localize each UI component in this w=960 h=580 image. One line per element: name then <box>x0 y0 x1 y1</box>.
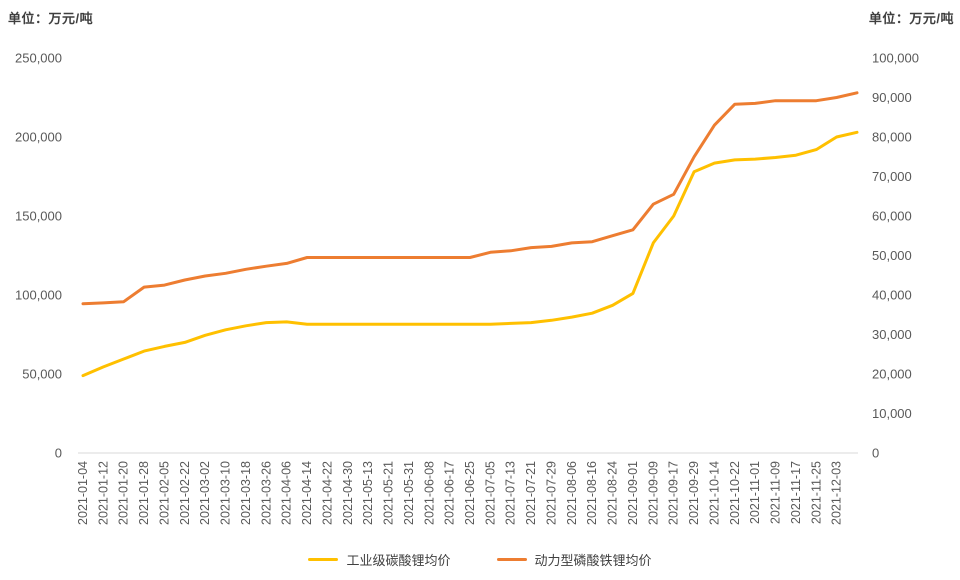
x-axis-label: 2021-02-22 <box>178 461 192 525</box>
x-axis-label: 2021-08-06 <box>565 461 579 525</box>
x-axis-label: 2021-09-17 <box>667 461 681 525</box>
x-axis-label: 2021-09-09 <box>646 461 660 525</box>
x-axis-label: 2021-05-21 <box>382 461 396 525</box>
legend-item-industrial-lithium-carbonate[interactable]: 工业级碳酸锂均价 <box>308 550 451 569</box>
x-axis-label: 2021-09-01 <box>626 461 640 525</box>
x-axis-label: 2021-06-08 <box>422 461 436 525</box>
x-axis-label: 2021-12-03 <box>830 461 844 525</box>
x-axis-label: 2021-02-05 <box>157 461 171 525</box>
x-axis-label: 2021-04-14 <box>300 461 314 525</box>
x-axis-label: 2021-01-20 <box>117 461 131 525</box>
x-axis-label: 2021-01-04 <box>76 461 90 525</box>
right-axis-tick-label: 60,000 <box>872 209 912 224</box>
left-axis-tick-label: 0 <box>55 446 62 461</box>
x-axis-label: 2021-09-29 <box>687 461 701 525</box>
x-axis-label: 2021-03-26 <box>259 461 273 525</box>
x-axis-label: 2021-03-10 <box>219 461 233 525</box>
right-axis-tick-label: 20,000 <box>872 367 912 382</box>
left-axis-tick-label: 100,000 <box>15 288 62 303</box>
right-axis-tick-label: 0 <box>872 446 879 461</box>
legend-label: 动力型磷酸铁锂均价 <box>534 553 652 568</box>
x-axis-label: 2021-04-06 <box>280 461 294 525</box>
left-axis-tick-label: 50,000 <box>22 367 62 382</box>
series-line-power-lfp <box>81 91 859 306</box>
x-axis-label: 2021-01-12 <box>96 461 110 525</box>
left-axis-unit-label: 单位：万元/吨 <box>8 11 94 26</box>
right-axis-tick-label: 30,000 <box>872 327 912 342</box>
right-axis-tick-label: 70,000 <box>872 169 912 184</box>
legend-item-power-lfp[interactable]: 动力型磷酸铁锂均价 <box>496 550 652 569</box>
x-axis-label: 2021-06-25 <box>463 461 477 525</box>
right-axis-tick-label: 50,000 <box>872 248 912 263</box>
x-axis-label: 2021-06-17 <box>443 461 457 525</box>
x-axis-label: 2021-07-13 <box>504 461 518 525</box>
left-axis-tick-label: 250,000 <box>15 51 62 66</box>
x-axis-label: 2021-11-01 <box>748 461 762 524</box>
x-axis-label: 2021-01-28 <box>137 461 151 525</box>
x-axis-label: 2021-03-02 <box>198 461 212 525</box>
right-axis-tick-label: 90,000 <box>872 90 912 105</box>
chart-legend: 工业级碳酸锂均价 动力型磷酸铁锂均价 <box>0 550 960 569</box>
x-axis-label: 2021-08-16 <box>585 461 599 525</box>
series-line-industrial-lithium-carbonate <box>81 130 859 378</box>
right-axis-tick-label: 40,000 <box>872 288 912 303</box>
x-axis-label: 2021-05-13 <box>361 461 375 525</box>
x-axis-label: 2021-11-17 <box>789 461 803 524</box>
x-axis-label: 2021-11-09 <box>769 461 783 524</box>
x-axis-label: 2021-07-05 <box>483 461 497 525</box>
legend-line-swatch-yellow-icon <box>308 558 339 561</box>
x-axis-label: 2021-05-31 <box>402 461 416 525</box>
x-axis-label: 2021-03-18 <box>239 461 253 525</box>
x-axis-label: 2021-07-29 <box>544 461 558 525</box>
right-axis-unit-label: 单位：万元/吨 <box>868 11 954 26</box>
right-axis-tick-label: 10,000 <box>872 406 912 421</box>
x-axis-label: 2021-10-14 <box>707 461 721 525</box>
x-axis-label: 2021-04-22 <box>320 461 334 525</box>
right-axis-tick-label: 100,000 <box>872 51 919 66</box>
x-axis-label: 2021-08-24 <box>606 461 620 525</box>
x-axis-label: 2021-11-25 <box>809 461 823 524</box>
x-axis-label: 2021-07-21 <box>524 461 538 525</box>
x-axis-label: 2021-10-22 <box>728 461 742 525</box>
left-axis-tick-label: 150,000 <box>15 209 62 224</box>
legend-line-swatch-orange-icon <box>496 558 527 561</box>
left-axis-tick-label: 200,000 <box>15 130 62 145</box>
legend-label: 工业级碳酸锂均价 <box>346 553 451 568</box>
right-axis-tick-label: 80,000 <box>872 130 912 145</box>
x-axis-label: 2021-04-30 <box>341 461 355 525</box>
